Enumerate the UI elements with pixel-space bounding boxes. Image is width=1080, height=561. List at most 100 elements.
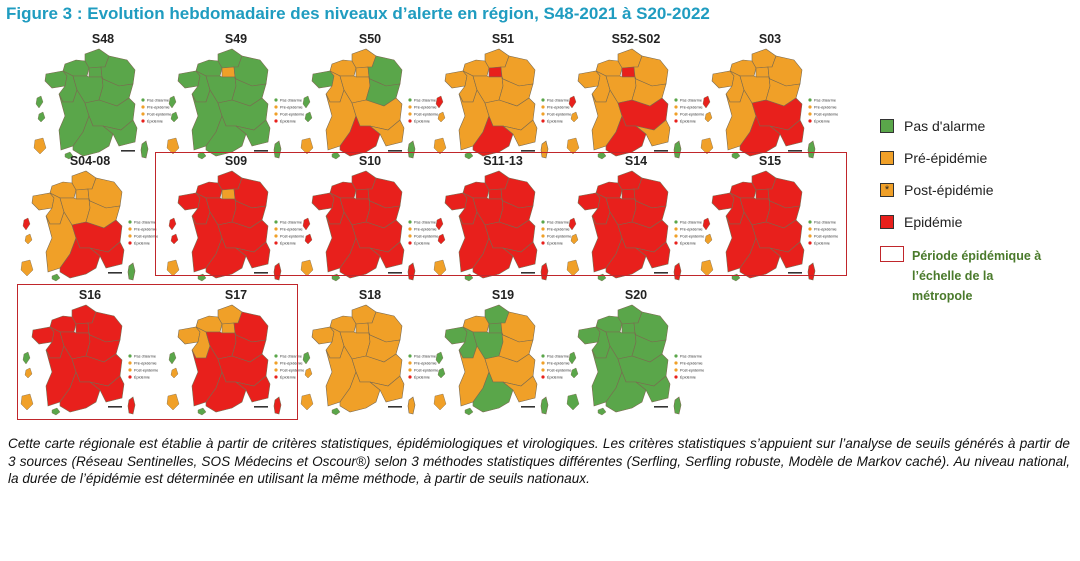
mini-legend-label: Pré-épidémie bbox=[680, 228, 703, 232]
region-paca bbox=[89, 241, 125, 269]
region-paca bbox=[235, 375, 271, 403]
region-paca bbox=[769, 119, 805, 147]
scale-bar bbox=[654, 272, 668, 274]
mini-legend-dot bbox=[128, 375, 132, 379]
scale-bar bbox=[521, 272, 535, 274]
region-idf bbox=[221, 66, 236, 78]
mini-legend-dot bbox=[541, 368, 545, 372]
france-region-map: Pas d'alarme Pré-épidémie Post-épidémie Épi… bbox=[33, 48, 171, 160]
region-paca bbox=[635, 119, 671, 147]
mini-legend-dot bbox=[128, 241, 132, 245]
mini-legend-label: Pas d'alarme bbox=[547, 99, 569, 103]
scale-bar bbox=[388, 150, 402, 152]
overseas-territory-1 bbox=[570, 233, 579, 245]
overseas-territory-1 bbox=[37, 111, 46, 123]
map-week-label: S18 bbox=[358, 288, 382, 302]
mini-legend-dot bbox=[408, 227, 412, 231]
mini-legend-label: Post-épidémie bbox=[547, 369, 571, 373]
mini-legend-dot bbox=[541, 375, 545, 379]
overseas-territory-1 bbox=[170, 233, 179, 245]
map-week-label: S49 bbox=[224, 32, 248, 46]
mini-legend-label: Post-épidémie bbox=[814, 235, 838, 239]
mini-legend-label: Pré-épidémie bbox=[814, 106, 837, 110]
mini-legend: Pas d'alarme Pré-épidémie Post-épidémie Épi… bbox=[408, 98, 438, 124]
mini-legend-label: Pré-épidémie bbox=[814, 228, 837, 232]
map-week-label: S16 bbox=[78, 288, 102, 302]
mini-legend-label: Pas d'alarme bbox=[134, 355, 156, 359]
mini-legend-label: Pré-épidémie bbox=[680, 106, 703, 110]
mini-legend-label: Pré-épidémie bbox=[680, 362, 703, 366]
mini-legend-label: Post-épidémie bbox=[147, 113, 171, 117]
mini-legend-dot bbox=[408, 119, 412, 123]
mini-legend-label: Pré-épidémie bbox=[280, 228, 303, 232]
map-week-s14: S14 Pas d'alarme Pré-épidémie Post-épidémie… bbox=[566, 154, 706, 282]
region-idf bbox=[355, 66, 370, 78]
region-cor bbox=[807, 140, 816, 159]
overseas-territory-1 bbox=[304, 233, 313, 245]
region-bre bbox=[444, 326, 468, 345]
mini-legend-dot bbox=[808, 112, 812, 116]
region-idf bbox=[488, 66, 503, 78]
mini-legend-dot bbox=[408, 112, 412, 116]
mini-legend-label: Pas d'alarme bbox=[280, 355, 302, 359]
region-idf bbox=[75, 188, 90, 200]
overseas-territory-0 bbox=[568, 95, 577, 109]
mini-legend-dot bbox=[674, 234, 678, 238]
mini-legend-dot bbox=[408, 220, 412, 224]
map-week-s15: S15 Pas d'alarme Pré-épidémie Post-épidémie… bbox=[700, 154, 840, 282]
scale-bar bbox=[521, 150, 535, 152]
mini-legend-dot bbox=[274, 375, 278, 379]
overseas-territory-0 bbox=[302, 95, 311, 109]
mini-legend-dot bbox=[274, 368, 278, 372]
region-paca bbox=[369, 241, 405, 269]
map-week-label: S14 bbox=[624, 154, 648, 168]
france-region-map: Pas d'alarme Pré-épidémie Post-épidémie Épi… bbox=[300, 170, 438, 282]
france-region-map: Pas d'alarme Pré-épidémie Post-épidémie Épi… bbox=[566, 170, 704, 282]
mini-legend: Pas d'alarme Pré-épidémie Post-épidémie Épi… bbox=[274, 98, 304, 124]
mini-legend-dot bbox=[128, 354, 132, 358]
overseas-territory-2 bbox=[300, 137, 314, 155]
legend-item-pre-epidemic: Pré-épidémie bbox=[880, 150, 987, 166]
legend-swatch-orange bbox=[880, 151, 894, 165]
overseas-territory-0 bbox=[22, 351, 31, 365]
france-region-map: Pas d'alarme Pré-épidémie Post-épidémie Épi… bbox=[20, 170, 158, 282]
mini-legend-dot bbox=[141, 98, 145, 102]
overseas-territory-1 bbox=[570, 367, 579, 379]
france-region-map: Pas d'alarme Pré-épidémie Post-épidémie Épi… bbox=[166, 304, 304, 416]
france-region-map: Pas d'alarme Pré-épidémie Post-épidémie Épi… bbox=[300, 304, 438, 416]
france-region-map: Pas d'alarme Pré-épidémie Post-épidémie Épi… bbox=[433, 304, 571, 416]
mini-legend-dot bbox=[408, 354, 412, 358]
region-paca bbox=[235, 241, 271, 269]
overseas-territory-2 bbox=[700, 137, 714, 155]
mini-legend-dot bbox=[808, 98, 812, 102]
overseas-territory-1 bbox=[24, 233, 33, 245]
mini-legend-label: Épidémie bbox=[280, 375, 296, 380]
mini-legend-label: Pré-épidémie bbox=[280, 362, 303, 366]
scale-bar bbox=[388, 406, 402, 408]
france-region-map: Pas d'alarme Pré-épidémie Post-épidémie Épi… bbox=[433, 48, 571, 160]
mini-legend-dot bbox=[128, 361, 132, 365]
overseas-territory-0 bbox=[302, 217, 311, 231]
mini-legend-dot bbox=[808, 105, 812, 109]
overseas-territory-2 bbox=[700, 259, 714, 277]
map-legend: Pas d'alarme Pré-épidémie * Post-épidémi… bbox=[880, 118, 1075, 333]
region-cor bbox=[673, 140, 682, 159]
mini-legend-label: Pas d'alarme bbox=[134, 221, 156, 225]
overseas-territory-3 bbox=[51, 273, 61, 282]
mini-legend-label: Pas d'alarme bbox=[414, 221, 436, 225]
map-week-label: S51 bbox=[491, 32, 515, 46]
overseas-territory-2 bbox=[20, 393, 34, 411]
figure-title: Figure 3 : Evolution hebdomadaire des ni… bbox=[6, 4, 710, 23]
mini-legend-dot bbox=[408, 98, 412, 102]
mini-legend-dot bbox=[674, 375, 678, 379]
scale-bar bbox=[121, 150, 135, 152]
map-week-s52-s02: S52-S02 Pas d'alarme Pré-épidémie Post-épid… bbox=[566, 32, 706, 160]
map-week-s19: S19 Pas d'alarme Pré-épidémie Post-épidémie… bbox=[433, 288, 573, 416]
mini-legend-label: Épidémie bbox=[680, 241, 696, 246]
scale-bar bbox=[654, 406, 668, 408]
mini-legend-dot bbox=[541, 105, 545, 109]
mini-legend-dot bbox=[408, 241, 412, 245]
overseas-territory-2 bbox=[433, 137, 447, 155]
mini-legend-dot bbox=[541, 220, 545, 224]
region-cor bbox=[407, 396, 416, 415]
